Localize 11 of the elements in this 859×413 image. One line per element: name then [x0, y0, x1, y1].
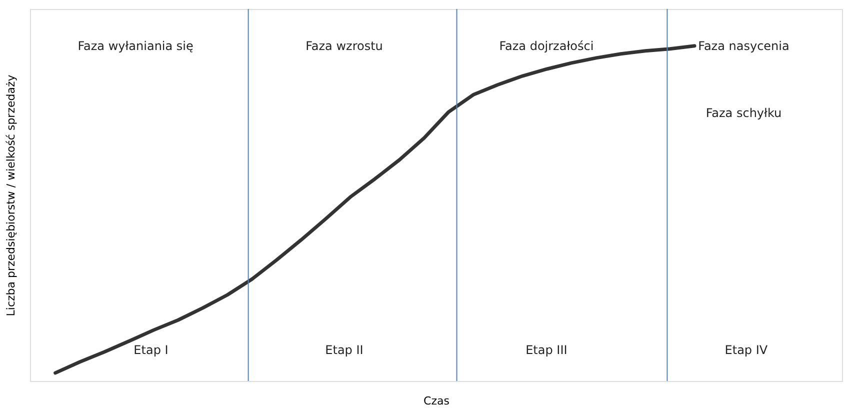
- x-axis-title: Czas: [424, 394, 450, 408]
- annotation: Faza schyłku: [706, 106, 782, 120]
- annotation: Faza dojrzałości: [499, 38, 594, 53]
- text: Etap IV: [724, 342, 768, 357]
- annotation: Faza nasycenia: [698, 38, 790, 53]
- annotation: Etap I: [134, 342, 168, 357]
- y-axis-title: Liczba przedsiębiorstw / wielkość sprzedaży: [4, 74, 18, 316]
- annotation: Faza wzrostu: [306, 38, 383, 53]
- annotation: Etap III: [526, 342, 568, 357]
- annotation: Faza wyłaniania się: [78, 38, 194, 53]
- annotation: Etap II: [325, 342, 364, 357]
